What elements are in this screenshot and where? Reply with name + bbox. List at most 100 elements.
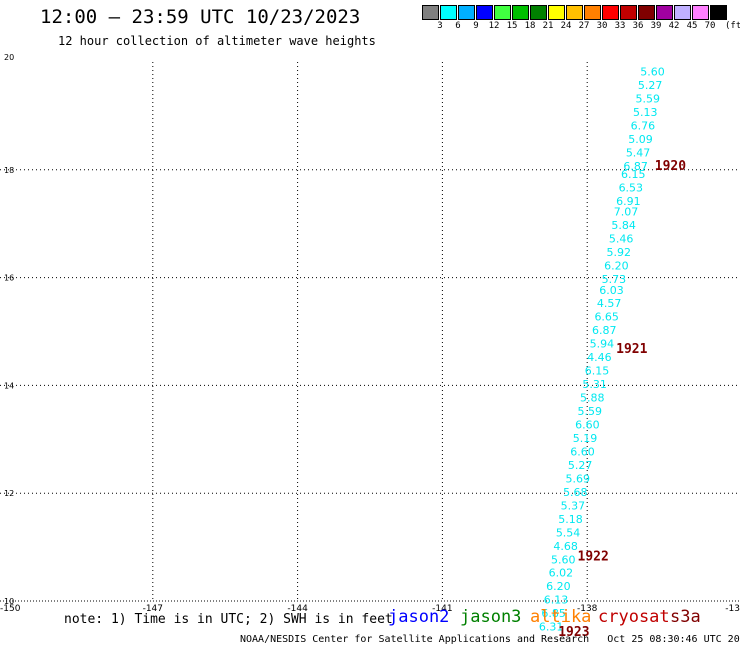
data-point-label: 5.46 xyxy=(609,233,634,246)
satellite-legend-item: altika xyxy=(530,607,592,627)
color-scale-label: 70 xyxy=(704,21,716,31)
y-tick-label: 16 xyxy=(4,274,14,283)
satellite-legend-item: s3a xyxy=(670,607,701,627)
footer-credit: NOAA/NESDIS Center for Satellite Applica… xyxy=(240,634,740,645)
color-scale-label: 27 xyxy=(578,21,590,31)
chart-subtitle: 12 hour collection of altimeter wave hei… xyxy=(58,34,376,48)
data-point-labels: 5.605.275.595.136.765.095.476.876.156.53… xyxy=(539,65,665,633)
data-point-label: 6.65 xyxy=(594,311,619,324)
data-point-label: 6.87 xyxy=(592,324,617,337)
color-swatch xyxy=(674,5,691,20)
data-point-label: 5.19 xyxy=(573,432,598,445)
color-swatch xyxy=(440,5,457,20)
color-scale-label: 3 xyxy=(437,21,443,31)
color-swatch xyxy=(494,5,511,20)
color-scale-label: 12 xyxy=(488,21,500,31)
pass-annotation: 1920 xyxy=(655,159,686,174)
color-swatch xyxy=(566,5,583,20)
data-point-label: 5.09 xyxy=(628,133,653,146)
pass-annotation: 1922 xyxy=(578,550,609,565)
satellite-legend-item: jason3 xyxy=(460,607,522,627)
data-point-label: 5.31 xyxy=(582,378,607,391)
x-tick-label: -147 xyxy=(143,604,163,614)
color-scale-swatches xyxy=(422,5,740,20)
color-swatch xyxy=(512,5,529,20)
data-point-label: 6.60 xyxy=(575,419,600,432)
color-scale-unit: (ft) xyxy=(725,21,740,31)
color-scale-label: 24 xyxy=(560,21,572,31)
axis-tick-labels: -150 -147 -144 -141 -138 -13 10 12 14 16 18 20 xyxy=(0,53,740,614)
color-scale-label: 36 xyxy=(632,21,644,31)
pass-annotation: 1921 xyxy=(616,342,647,357)
data-point-label: 4.46 xyxy=(587,351,612,364)
x-tick-label: -141 xyxy=(432,604,452,614)
data-point-label: 5.69 xyxy=(565,472,590,485)
color-scale-label: 42 xyxy=(668,21,680,31)
credit-text: NOAA/NESDIS Center for Satellite Applica… xyxy=(240,634,590,645)
data-point-label: 5.60 xyxy=(551,553,576,566)
data-point-label: 6.15 xyxy=(585,365,610,378)
data-point-label: 6.15 xyxy=(621,168,646,181)
data-point-label: 5.47 xyxy=(626,146,651,159)
color-scale-label: 9 xyxy=(473,21,479,31)
color-swatch xyxy=(548,5,565,20)
data-point-label: 5.88 xyxy=(580,392,605,405)
data-point-label: 4.68 xyxy=(553,540,578,553)
color-swatch xyxy=(602,5,619,20)
x-tick-label: -138 xyxy=(577,604,598,614)
y-tick-label: 12 xyxy=(4,489,14,498)
data-point-label: 7.07 xyxy=(614,206,639,219)
color-swatch xyxy=(530,5,547,20)
data-point-label: 5.37 xyxy=(561,499,586,512)
x-tick-label: -144 xyxy=(287,604,308,614)
data-point-label: 5.54 xyxy=(556,526,581,539)
footer-note: note: 1) Time is in UTC; 2) SWH is in fe… xyxy=(64,612,393,627)
color-scale-label: 18 xyxy=(524,21,536,31)
data-point-label: 6.31 xyxy=(539,621,564,634)
color-swatch xyxy=(584,5,601,20)
data-point-label: 6.91 xyxy=(616,195,641,208)
satellite-legend-item: jason2 xyxy=(388,607,450,627)
data-point-label: 5.68 xyxy=(563,486,588,499)
satellite-legend-item: cryosat xyxy=(598,607,670,627)
pass-annotations: 1920 1921 1922 1923 xyxy=(558,159,686,640)
color-swatch xyxy=(638,5,655,20)
data-point-label: 6.53 xyxy=(619,181,644,194)
data-point-label: 5.18 xyxy=(558,513,583,526)
y-tick-label: 14 xyxy=(4,381,14,390)
data-point-label: 6.87 xyxy=(623,160,648,173)
y-tick-label: 10 xyxy=(4,597,14,606)
color-swatch xyxy=(620,5,637,20)
y-tick-label: 18 xyxy=(4,166,14,175)
data-point-label: 5.94 xyxy=(590,338,615,351)
color-swatch xyxy=(656,5,673,20)
x-tick-label: -150 xyxy=(0,604,21,614)
color-scale-label: 21 xyxy=(542,21,554,31)
data-point-label: 5.92 xyxy=(607,246,632,259)
color-scale-label: 33 xyxy=(614,21,626,31)
chart-title: 12:00 – 23:59 UTC 10/23/2023 xyxy=(40,6,361,28)
x-tick-label: -13 xyxy=(725,604,740,614)
timestamp-text: Oct 25 08:30:46 UTC 2023 xyxy=(607,634,740,645)
data-point-label: 4.57 xyxy=(597,297,622,310)
color-scale-label: 45 xyxy=(686,21,698,31)
color-swatch xyxy=(710,5,727,20)
data-point-label: 5.27 xyxy=(568,459,593,472)
data-point-label: 5.84 xyxy=(611,219,636,232)
color-scale-label: 30 xyxy=(596,21,608,31)
data-point-label: 5.60 xyxy=(640,65,665,78)
data-point-label: 6.60 xyxy=(570,445,595,458)
data-point-label: 5.73 xyxy=(602,273,627,286)
pass-annotation: 1923 xyxy=(558,625,589,640)
y-tick-label: 20 xyxy=(4,53,14,62)
color-swatch xyxy=(458,5,475,20)
color-swatch xyxy=(422,5,439,20)
data-point-label: 6.03 xyxy=(599,284,624,297)
data-point-label: 6.20 xyxy=(604,260,629,273)
data-point-label: 5.59 xyxy=(578,405,603,418)
color-scale-label: 6 xyxy=(455,21,461,31)
chart-grid xyxy=(0,62,740,602)
